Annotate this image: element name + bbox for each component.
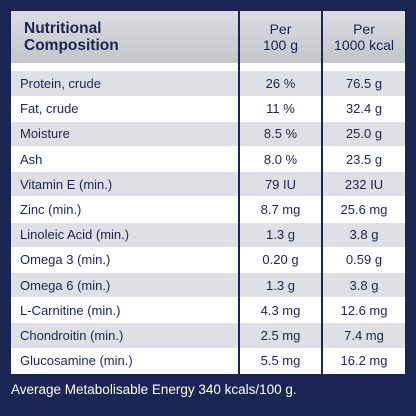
table-row: Fat, crude 11 % 32.4 g xyxy=(11,96,405,122)
header-title-line-1: Nutritional xyxy=(24,20,102,37)
value-per-100g: 4.3 mg xyxy=(238,297,322,324)
nutrient-name: Moisture xyxy=(11,121,239,148)
header-per-1000kcal-line-1: Per xyxy=(353,21,375,37)
header-title: Nutritional Composition xyxy=(11,11,239,63)
value-per-100g: 8.7 mg xyxy=(238,196,322,223)
header-per-100g-line-1: Per xyxy=(269,21,292,37)
nutrient-name: Vitamin E (min.) xyxy=(11,171,239,198)
value-per-1000kcal: 16.2 mg xyxy=(321,348,405,374)
spacer-row xyxy=(11,63,405,71)
nutrient-name: Glucosamine (min.) xyxy=(11,348,239,374)
value-per-1000kcal: 3.8 g xyxy=(321,222,405,248)
value-per-100g: 0.20 g xyxy=(238,247,322,274)
value-per-1000kcal: 23.5 g xyxy=(321,146,405,173)
header-per-1000kcal-line-2: 1000 kcal xyxy=(334,37,394,53)
value-per-1000kcal: 76.5 g xyxy=(321,71,405,97)
table-row: Chondroitin (min.) 2.5 mg 7.4 mg xyxy=(11,322,405,349)
value-per-1000kcal: 7.4 mg xyxy=(321,322,405,349)
value-per-1000kcal: 25.6 mg xyxy=(321,196,405,223)
nutrient-name: Ash xyxy=(11,146,239,173)
table-row: Linoleic Acid (min.) 1.3 g 3.8 g xyxy=(11,222,405,248)
header-per-1000kcal: Per 1000 kcal xyxy=(321,11,405,63)
table-row: Ash 8.0 % 23.5 g xyxy=(11,146,405,173)
header-row: Nutritional Composition Per 100 g Per 10… xyxy=(11,11,405,63)
header-per-100g: Per 100 g xyxy=(238,11,322,63)
nutrient-name: Fat, crude xyxy=(11,96,239,122)
value-per-100g: 2.5 mg xyxy=(238,322,322,349)
nutrient-name: Zinc (min.) xyxy=(11,196,239,223)
table-row: Omega 6 (min.) 1.3 g 3.8 g xyxy=(11,272,405,299)
table-body: Protein, crude 26 % 76.5 g Fat, crude 11… xyxy=(11,63,405,374)
value-per-100g: 11 % xyxy=(238,96,322,122)
table-row: Glucosamine (min.) 5.5 mg 16.2 mg xyxy=(11,348,405,374)
nutrient-name: Omega 6 (min.) xyxy=(11,272,239,299)
value-per-100g: 1.3 g xyxy=(238,272,322,299)
value-per-100g: 8.5 % xyxy=(238,121,322,148)
header-title-line-2: Composition xyxy=(24,37,119,54)
value-per-1000kcal: 232 IU xyxy=(321,171,405,198)
table-header: Nutritional Composition Per 100 g Per 10… xyxy=(11,11,405,63)
table-row: Protein, crude 26 % 76.5 g xyxy=(11,71,405,97)
nutrient-name: L-Carnitine (min.) xyxy=(11,297,239,324)
value-per-1000kcal: 3.8 g xyxy=(321,272,405,299)
nutrition-table-panel: Nutritional Composition Per 100 g Per 10… xyxy=(11,11,405,374)
table-row: Omega 3 (min.) 0.20 g 0.59 g xyxy=(11,247,405,274)
table-row: Moisture 8.5 % 25.0 g xyxy=(11,121,405,148)
header-per-100g-line-2: 100 g xyxy=(262,37,299,53)
spacer-cell xyxy=(238,63,322,71)
table-row: Zinc (min.) 8.7 mg 25.6 mg xyxy=(11,196,405,223)
spacer-cell xyxy=(321,63,405,71)
value-per-100g: 26 % xyxy=(238,71,322,97)
energy-footnote: Average Metabolisable Energy 340 kcals/1… xyxy=(11,382,297,397)
value-per-100g: 8.0 % xyxy=(238,146,322,173)
value-per-1000kcal: 12.6 mg xyxy=(321,297,405,324)
value-per-100g: 79 IU xyxy=(238,171,322,198)
table-row: L-Carnitine (min.) 4.3 mg 12.6 mg xyxy=(11,297,405,324)
value-per-1000kcal: 32.4 g xyxy=(321,96,405,122)
nutrient-name: Protein, crude xyxy=(11,71,239,97)
value-per-100g: 1.3 g xyxy=(238,222,322,248)
value-per-100g: 5.5 mg xyxy=(238,348,322,374)
nutrient-name: Chondroitin (min.) xyxy=(11,322,239,349)
value-per-1000kcal: 25.0 g xyxy=(321,121,405,148)
value-per-1000kcal: 0.59 g xyxy=(321,247,405,274)
nutrient-name: Linoleic Acid (min.) xyxy=(11,222,239,248)
spacer-cell xyxy=(11,63,239,71)
nutrition-table: Nutritional Composition Per 100 g Per 10… xyxy=(11,11,405,374)
nutrient-name: Omega 3 (min.) xyxy=(11,247,239,274)
table-row: Vitamin E (min.) 79 IU 232 IU xyxy=(11,171,405,198)
